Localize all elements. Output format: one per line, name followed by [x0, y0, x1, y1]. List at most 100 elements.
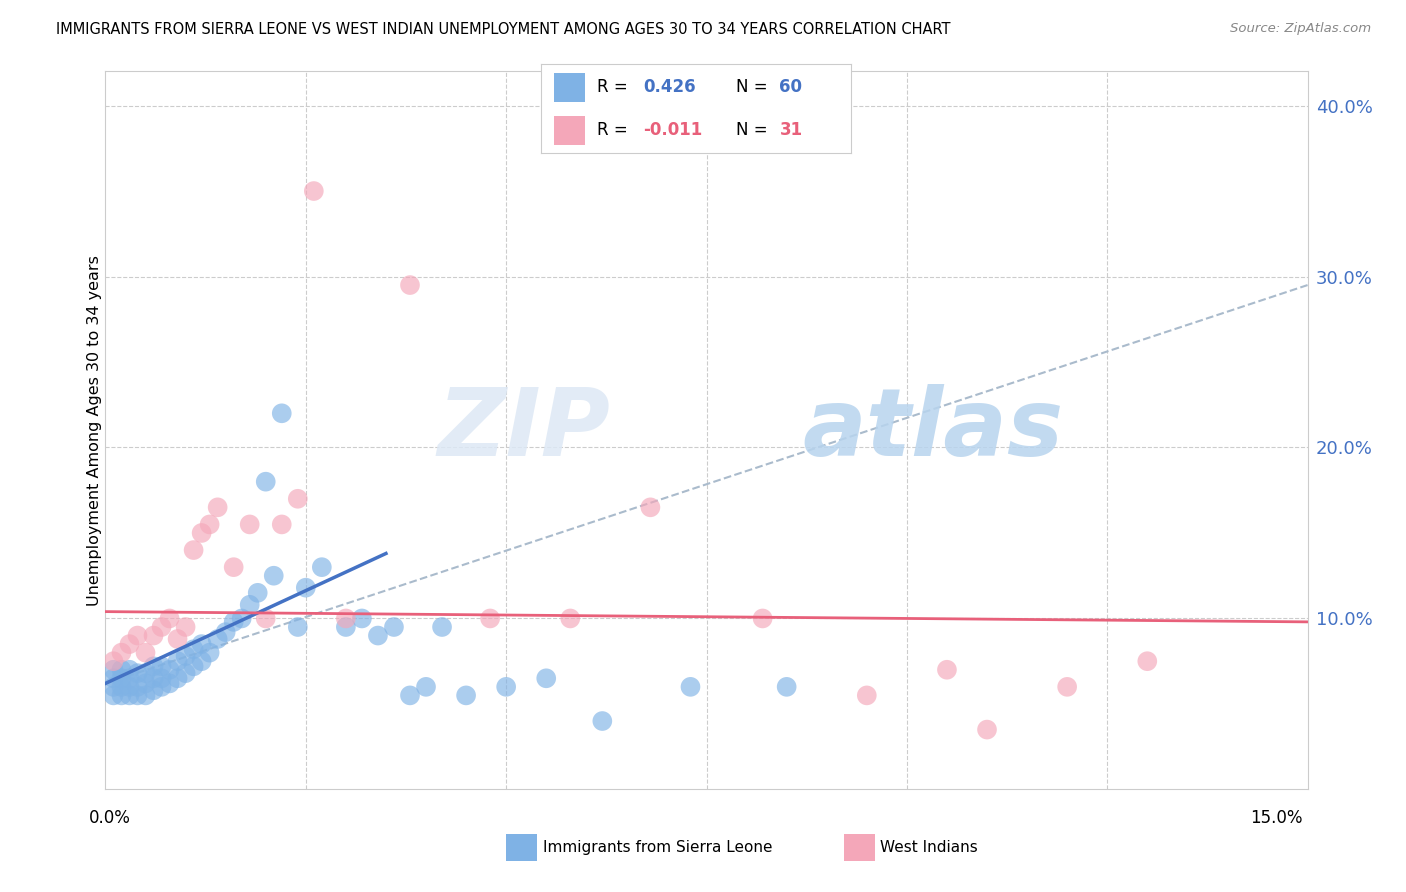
Point [936, 663, 959, 677]
Point [183, 642, 205, 657]
Point [159, 663, 181, 677]
Point [246, 586, 269, 600]
Y-axis label: Unemployment Among Ages 30 to 34 years: Unemployment Among Ages 30 to 34 years [87, 255, 101, 606]
Point [103, 663, 125, 677]
Point [640, 500, 662, 515]
Text: 0.426: 0.426 [644, 78, 696, 96]
Point [110, 671, 132, 685]
Point [207, 500, 229, 515]
Point [118, 689, 141, 703]
Point [534, 671, 557, 685]
Point [174, 649, 197, 664]
Point [127, 689, 149, 703]
Point [142, 683, 165, 698]
Point [150, 659, 173, 673]
Point [591, 714, 613, 728]
Point [231, 611, 253, 625]
Point [135, 676, 157, 690]
Point [367, 628, 389, 642]
Point [118, 671, 141, 685]
Point [118, 663, 141, 677]
Point [118, 637, 141, 651]
Text: 60: 60 [779, 78, 803, 96]
Point [110, 663, 132, 677]
Point [287, 491, 309, 506]
Text: -0.011: -0.011 [644, 121, 703, 139]
Text: R =: R = [598, 121, 633, 139]
Point [183, 659, 205, 673]
Point [166, 654, 188, 668]
Text: N =: N = [737, 78, 773, 96]
Point [855, 689, 877, 703]
Text: IMMIGRANTS FROM SIERRA LEONE VS WEST INDIAN UNEMPLOYMENT AMONG AGES 30 TO 34 YEA: IMMIGRANTS FROM SIERRA LEONE VS WEST IND… [56, 22, 950, 37]
Text: 31: 31 [779, 121, 803, 139]
Point [127, 680, 149, 694]
Point [103, 689, 125, 703]
Point [560, 611, 582, 625]
Point [335, 611, 357, 625]
Point [190, 526, 212, 541]
Point [166, 632, 188, 646]
Point [118, 680, 141, 694]
Point [239, 598, 262, 612]
Text: R =: R = [598, 78, 633, 96]
Point [127, 666, 149, 681]
Point [254, 611, 277, 625]
Point [103, 671, 125, 685]
Point [454, 689, 477, 703]
Point [976, 723, 998, 737]
Point [679, 680, 702, 694]
Point [150, 620, 173, 634]
Point [479, 611, 502, 625]
Point [150, 671, 173, 685]
Text: Immigrants from Sierra Leone: Immigrants from Sierra Leone [543, 840, 772, 855]
Point [222, 560, 245, 574]
Point [1136, 654, 1159, 668]
Point [302, 184, 325, 198]
Point [335, 620, 357, 634]
Point [159, 676, 181, 690]
Point [198, 646, 221, 660]
Point [110, 680, 132, 694]
Text: atlas: atlas [803, 384, 1064, 476]
Point [495, 680, 517, 694]
Point [214, 625, 236, 640]
Point [174, 666, 197, 681]
Point [263, 568, 285, 582]
Point [135, 646, 157, 660]
Point [190, 637, 212, 651]
Point [135, 689, 157, 703]
Point [287, 620, 309, 634]
Point [135, 666, 157, 681]
Point [776, 680, 799, 694]
Point [270, 406, 292, 420]
Point [183, 543, 205, 558]
Point [127, 628, 149, 642]
Point [399, 278, 422, 293]
Text: Source: ZipAtlas.com: Source: ZipAtlas.com [1230, 22, 1371, 36]
Point [166, 671, 188, 685]
Text: West Indians: West Indians [880, 840, 979, 855]
Point [415, 680, 437, 694]
Point [1056, 680, 1078, 694]
Point [382, 620, 405, 634]
Point [110, 646, 132, 660]
Point [103, 654, 125, 668]
Text: ZIP: ZIP [437, 384, 610, 476]
Point [198, 517, 221, 532]
Point [207, 632, 229, 646]
Point [311, 560, 333, 574]
Point [174, 620, 197, 634]
Bar [554, 116, 585, 145]
Point [190, 654, 212, 668]
Point [270, 517, 292, 532]
Bar [554, 73, 585, 102]
Point [142, 628, 165, 642]
Point [142, 659, 165, 673]
Text: 15.0%: 15.0% [1250, 809, 1303, 827]
Point [142, 671, 165, 685]
Point [350, 611, 373, 625]
Point [222, 615, 245, 629]
Point [751, 611, 773, 625]
Point [103, 680, 125, 694]
